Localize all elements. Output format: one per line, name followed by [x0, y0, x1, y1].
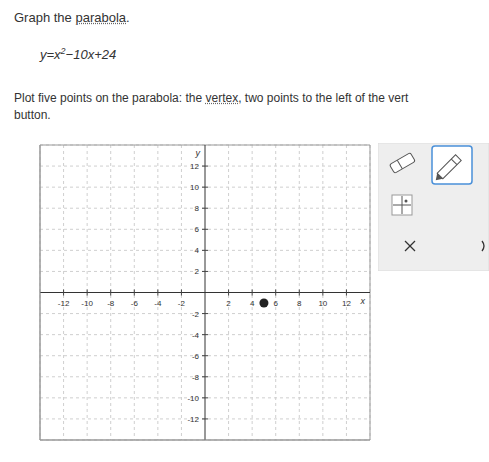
svg-text:-8: -8: [107, 299, 115, 308]
svg-text:10: 10: [190, 183, 199, 192]
svg-text:2: 2: [195, 267, 200, 276]
svg-text:x: x: [360, 296, 366, 306]
svg-text:4: 4: [250, 299, 255, 308]
svg-text:-10: -10: [81, 299, 93, 308]
svg-text:-6: -6: [192, 352, 200, 361]
svg-text:-12: -12: [187, 415, 199, 424]
svg-text:4: 4: [195, 246, 200, 255]
svg-text:8: 8: [297, 299, 302, 308]
svg-text:8: 8: [195, 204, 200, 213]
svg-text:-8: -8: [192, 373, 200, 382]
svg-text:6: 6: [273, 299, 278, 308]
svg-text:-4: -4: [192, 331, 200, 340]
svg-text:10: 10: [318, 299, 327, 308]
svg-text:6: 6: [195, 225, 200, 234]
svg-text:2: 2: [226, 299, 231, 308]
html-text:button.: button.: [14, 108, 51, 122]
svg-text:y: y: [195, 148, 201, 158]
svg-text:-2: -2: [192, 310, 200, 319]
svg-text:-6: -6: [131, 299, 139, 308]
html-text:Graph the parabola.: Graph the parabola.: [14, 10, 130, 25]
svg-text:-12: -12: [58, 299, 70, 308]
html-text:Plot five points on the parabo: Plot five points on the parabola: the ve…: [14, 91, 409, 105]
html-text:y=x2−10x+24: y=x2−10x+24: [40, 46, 117, 63]
svg-text:-2: -2: [178, 299, 186, 308]
svg-text:-10: -10: [187, 394, 199, 403]
svg-text:12: 12: [190, 162, 199, 171]
svg-text:12: 12: [342, 299, 351, 308]
svg-text:-4: -4: [154, 299, 162, 308]
